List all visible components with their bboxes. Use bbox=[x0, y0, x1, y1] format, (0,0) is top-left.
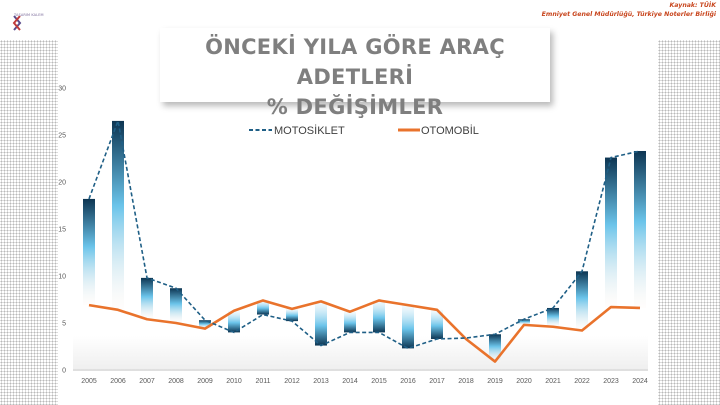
y-tick-label: 5 bbox=[62, 321, 66, 328]
x-tick-label: 2017 bbox=[429, 378, 445, 385]
title-box bbox=[160, 28, 550, 102]
legend-label-otomobil: OTOMOBİL bbox=[421, 124, 479, 137]
x-tick-label: 2018 bbox=[458, 378, 474, 385]
bar-2014 bbox=[344, 311, 356, 333]
bar-2024 bbox=[634, 150, 646, 308]
bar-2013 bbox=[315, 301, 327, 346]
x-tick-label: 2007 bbox=[139, 378, 155, 385]
x-tick-label: 2010 bbox=[226, 378, 242, 385]
logo bbox=[8, 6, 60, 40]
legend-label-motosiklet: MOTOSİKLET bbox=[274, 124, 345, 137]
bar-2012 bbox=[286, 308, 298, 322]
title-line-2: % DEĞİŞİMLER bbox=[266, 95, 444, 119]
bar-2021 bbox=[547, 307, 559, 327]
x-tick-label: 2023 bbox=[603, 378, 619, 385]
x-tick-label: 2005 bbox=[81, 378, 97, 385]
x-tick-label: 2008 bbox=[168, 378, 184, 385]
y-tick-label: 20 bbox=[58, 180, 66, 187]
bar-2023 bbox=[605, 157, 617, 308]
bar-2019 bbox=[489, 334, 501, 362]
x-tick-label: 2015 bbox=[371, 378, 387, 385]
bar-2011 bbox=[257, 300, 269, 315]
bar-2016 bbox=[402, 305, 414, 349]
chart-title: ÖNCEKİ YILA GÖRE ARAÇ ADETLERİ % DEĞİŞİM… bbox=[160, 32, 550, 122]
x-tick-label: 2022 bbox=[574, 378, 590, 385]
y-tick-label: 25 bbox=[58, 133, 66, 140]
x-tick-label: 2016 bbox=[400, 378, 416, 385]
x-tick-label: 2011 bbox=[255, 378, 270, 385]
logo-text: TASARIM KALEM bbox=[14, 13, 44, 17]
lines-layer bbox=[88, 117, 641, 363]
series-line-otomobil bbox=[88, 299, 641, 363]
bar-2015 bbox=[373, 300, 385, 333]
title-line-1: ÖNCEKİ YILA GÖRE ARAÇ ADETLERİ bbox=[205, 35, 505, 89]
x-tick-label: 2012 bbox=[284, 378, 300, 385]
x-tick-label: 2021 bbox=[545, 378, 561, 385]
y-axis: 0 5 10 15 20 25 30 bbox=[58, 86, 66, 375]
bar-2022 bbox=[576, 271, 588, 331]
source-line-2: Emniyet Genel Müdürlüğü, Türkiye Noterle… bbox=[541, 10, 716, 18]
bar-2007 bbox=[141, 277, 153, 320]
y-tick-label: 30 bbox=[58, 86, 66, 93]
x-tick-label: 2019 bbox=[487, 378, 503, 385]
bar-2017 bbox=[431, 309, 443, 339]
dotted-background-left bbox=[0, 40, 58, 405]
logo-mark-icon bbox=[12, 15, 22, 31]
x-tick-label: 2020 bbox=[516, 378, 532, 385]
bars-layer bbox=[83, 120, 646, 362]
y-tick-label: 0 bbox=[62, 368, 66, 375]
bar-2009 bbox=[199, 320, 211, 329]
x-tick-label: 2006 bbox=[110, 378, 126, 385]
y-tick-label: 10 bbox=[58, 274, 66, 281]
bar-2005 bbox=[83, 198, 95, 306]
legend: MOTOSİKLET OTOMOBİL bbox=[249, 124, 479, 137]
bar-2010 bbox=[228, 310, 240, 333]
series-line-motosiklet bbox=[88, 117, 641, 350]
bar-2008 bbox=[170, 288, 182, 323]
x-tick-label: 2014 bbox=[342, 378, 358, 385]
y-tick-label: 15 bbox=[58, 227, 66, 234]
source-line-1: Kaynak: TÜİK bbox=[669, 2, 716, 9]
x-tick-label: 2013 bbox=[313, 378, 329, 385]
x-tick-label: 2009 bbox=[197, 378, 213, 385]
bar-2020 bbox=[518, 319, 530, 325]
bar-2006 bbox=[112, 120, 124, 310]
x-axis: 2005 2006 2007 2008 2009 2010 2011 2012 2013 2014… bbox=[73, 369, 648, 385]
floor-shade bbox=[73, 336, 648, 371]
dotted-background-right bbox=[658, 40, 720, 405]
x-tick-label: 2024 bbox=[632, 378, 648, 385]
source-note: Kaynak: TÜİK Emniyet Genel Müdürlüğü, Tü… bbox=[542, 2, 716, 19]
